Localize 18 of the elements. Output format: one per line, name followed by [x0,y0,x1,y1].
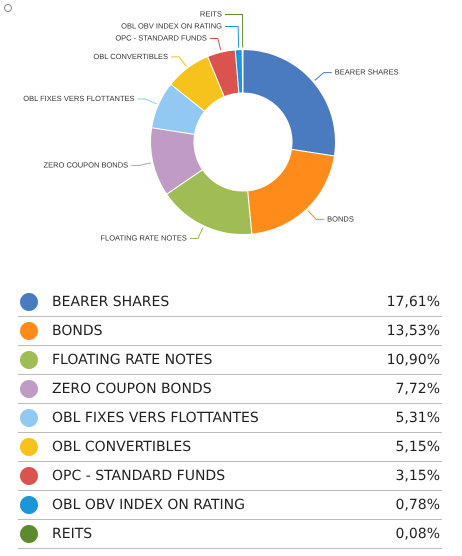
legend-label: OBL OBV INDEX ON RATING [52,490,360,520]
legend-label: BONDS [52,316,360,346]
legend-label: REITS [52,520,360,548]
data-label: 17,61% [360,288,442,316]
data-label: 5,15% [360,432,442,462]
data-label: 0,08% [360,520,442,548]
data-label: 5,31% [360,404,442,432]
data-label: 7,72% [360,374,442,404]
legend-label: OBL CONVERTIBLES [52,432,360,462]
data-label: 10,90% [360,346,442,374]
data-label: 13,53% [360,316,442,346]
legend-label: OBL FIXES VERS FLOTTANTES [52,404,360,432]
data-label: 3,15% [360,462,442,490]
legend-label: FLOATING RATE NOTES [52,346,360,374]
legend-label: ZERO COUPON BONDS [52,374,360,404]
legend-label: BEARER SHARES [52,288,360,316]
data-label: 0,78% [360,490,442,520]
legend-label: OPC - STANDARD FUNDS [52,462,360,490]
